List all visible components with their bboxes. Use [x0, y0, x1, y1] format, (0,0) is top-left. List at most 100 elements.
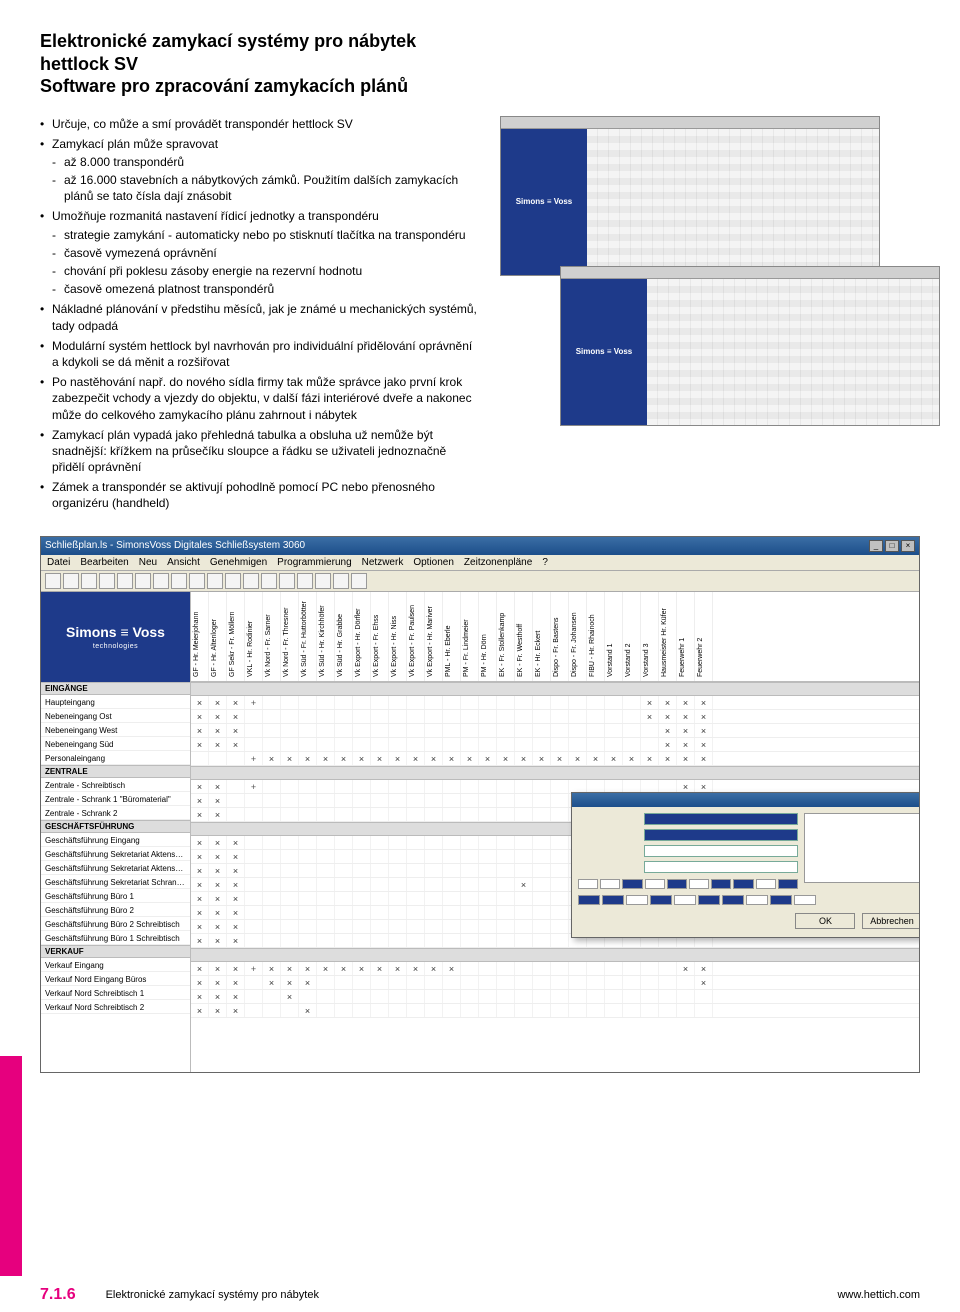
grid-cell[interactable]: [281, 794, 299, 807]
grid-cell[interactable]: [263, 850, 281, 863]
grid-cell[interactable]: [425, 990, 443, 1003]
grid-cell[interactable]: [425, 836, 443, 849]
grid-cell[interactable]: [605, 724, 623, 737]
grid-cell[interactable]: [443, 878, 461, 891]
grid-cell[interactable]: [461, 906, 479, 919]
grid-cell[interactable]: [587, 738, 605, 751]
grid-cell[interactable]: [425, 696, 443, 709]
grid-cell[interactable]: [209, 976, 227, 989]
grid-cell[interactable]: [533, 906, 551, 919]
grid-cell[interactable]: [191, 906, 209, 919]
grid-cell[interactable]: [641, 710, 659, 723]
grid-cell[interactable]: [407, 724, 425, 737]
grid-cell[interactable]: [515, 1004, 533, 1017]
grid-cell[interactable]: [515, 752, 533, 765]
grid-cell[interactable]: [425, 794, 443, 807]
grid-cell[interactable]: [299, 1004, 317, 1017]
grid-cell[interactable]: [227, 836, 245, 849]
grid-cell[interactable]: [533, 864, 551, 877]
grid-cell[interactable]: [515, 780, 533, 793]
grid-cell[interactable]: [533, 710, 551, 723]
grid-cell[interactable]: [587, 696, 605, 709]
grid-cell[interactable]: [299, 920, 317, 933]
grid-cell[interactable]: [299, 878, 317, 891]
grid-cell[interactable]: [371, 892, 389, 905]
grid-cell[interactable]: [533, 780, 551, 793]
grid-cell[interactable]: [245, 710, 263, 723]
dialog-cancel-button[interactable]: Abbrechen: [862, 913, 919, 929]
grid-cell[interactable]: [281, 738, 299, 751]
grid-cell[interactable]: [425, 864, 443, 877]
grid-cell[interactable]: [515, 920, 533, 933]
grid-cell[interactable]: [497, 906, 515, 919]
grid-cell[interactable]: [605, 738, 623, 751]
grid-cell[interactable]: [407, 696, 425, 709]
grid-cell[interactable]: [407, 850, 425, 863]
grid-cell[interactable]: [281, 724, 299, 737]
grid-cell[interactable]: [389, 934, 407, 947]
grid-cell[interactable]: [317, 920, 335, 933]
grid-cell[interactable]: [443, 752, 461, 765]
grid-cell[interactable]: [695, 752, 713, 765]
grid-cell[interactable]: [623, 990, 641, 1003]
grid-cell[interactable]: [299, 836, 317, 849]
grid-cell[interactable]: [443, 1004, 461, 1017]
grid-cell[interactable]: [533, 934, 551, 947]
grid-cell[interactable]: [425, 934, 443, 947]
dialog-field[interactable]: [644, 813, 798, 825]
grid-cell[interactable]: [371, 780, 389, 793]
grid-cell[interactable]: [191, 850, 209, 863]
grid-cell[interactable]: [425, 808, 443, 821]
grid-cell[interactable]: [209, 752, 227, 765]
grid-cell[interactable]: [551, 836, 569, 849]
grid-row[interactable]: [191, 962, 919, 976]
grid-cell[interactable]: [551, 920, 569, 933]
grid-cell[interactable]: [497, 710, 515, 723]
grid-cell[interactable]: [461, 990, 479, 1003]
grid-cell[interactable]: [695, 738, 713, 751]
grid-cell[interactable]: [281, 878, 299, 891]
grid-cell[interactable]: [533, 990, 551, 1003]
grid-cell[interactable]: [605, 710, 623, 723]
grid-cell[interactable]: [209, 794, 227, 807]
grid-cell[interactable]: [641, 738, 659, 751]
maximize-icon[interactable]: □: [885, 540, 899, 552]
grid-cell[interactable]: [425, 906, 443, 919]
grid-cell[interactable]: [209, 850, 227, 863]
grid-cell[interactable]: [587, 724, 605, 737]
grid-cell[interactable]: [497, 892, 515, 905]
grid-cell[interactable]: [281, 934, 299, 947]
grid-cell[interactable]: [461, 962, 479, 975]
grid-cell[interactable]: [335, 976, 353, 989]
dialog-ok-button[interactable]: OK: [795, 913, 855, 929]
grid-cell[interactable]: [533, 920, 551, 933]
grid-cell[interactable]: [335, 808, 353, 821]
grid-cell[interactable]: [407, 920, 425, 933]
grid-cell[interactable]: [677, 752, 695, 765]
grid-cell[interactable]: [533, 976, 551, 989]
grid-cell[interactable]: [371, 906, 389, 919]
grid-cell[interactable]: [191, 836, 209, 849]
grid-cell[interactable]: [209, 808, 227, 821]
grid-cell[interactable]: [695, 990, 713, 1003]
grid-cell[interactable]: [425, 780, 443, 793]
grid-cell[interactable]: [461, 710, 479, 723]
grid-cell[interactable]: [317, 1004, 335, 1017]
grid-cell[interactable]: [515, 710, 533, 723]
grid-cell[interactable]: [263, 696, 281, 709]
grid-cell[interactable]: [209, 906, 227, 919]
menu-item[interactable]: Genehmigen: [210, 557, 267, 568]
grid-cell[interactable]: [551, 752, 569, 765]
grid-cell[interactable]: [425, 892, 443, 905]
grid-cell[interactable]: [551, 808, 569, 821]
grid-cell[interactable]: [299, 906, 317, 919]
grid-cell[interactable]: [641, 962, 659, 975]
grid-cell[interactable]: [317, 892, 335, 905]
grid-cell[interactable]: [677, 696, 695, 709]
grid-cell[interactable]: [569, 738, 587, 751]
grid-cell[interactable]: [515, 724, 533, 737]
grid-cell[interactable]: [605, 976, 623, 989]
grid-cell[interactable]: [335, 836, 353, 849]
grid-cell[interactable]: [245, 752, 263, 765]
grid-cell[interactable]: [587, 1004, 605, 1017]
